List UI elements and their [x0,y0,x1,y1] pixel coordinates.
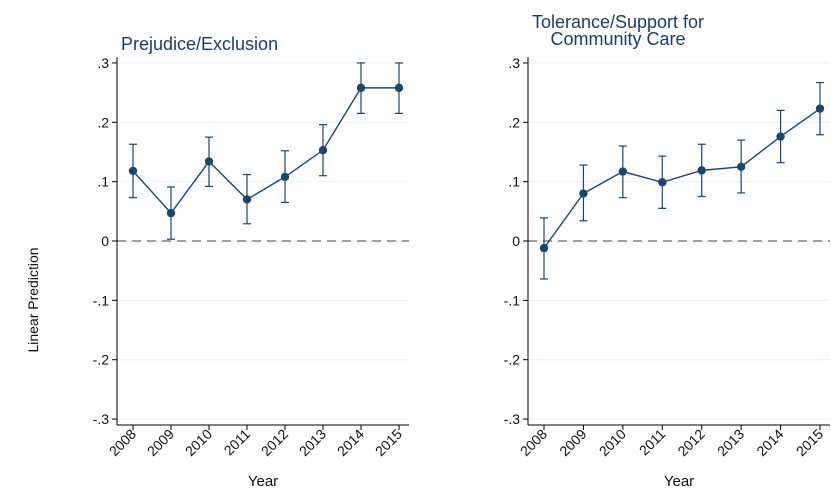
data-point [697,166,706,175]
chart-title: Prejudice/Exclusion [121,34,278,54]
data-point [776,132,785,141]
data-point [356,83,366,93]
x-axis-title: Year [664,473,694,490]
chart-title: Tolerance/Support for Community Care [532,12,704,49]
x-tick-label: 2015 [793,426,826,459]
y-tick-label: 0 [101,233,109,249]
x-tick-label: 2011 [636,426,669,459]
x-tick-label: 2010 [182,426,215,459]
y-tick-label: -.2 [93,352,110,368]
data-point [166,208,176,218]
x-axis-title: Year [248,473,278,490]
x-tick-label: 2010 [596,426,629,459]
data-point [394,83,404,93]
x-tick-label: 2012 [258,426,291,459]
y-tick-label: .3 [508,55,520,71]
x-tick-label: 2014 [334,426,367,459]
x-tick-label: 2008 [517,426,550,459]
y-tick-label: .1 [508,174,520,190]
y-tick-label: .2 [97,114,109,130]
x-tick-label: 2009 [556,426,589,459]
x-tick-label: 2011 [221,426,254,459]
series-line [543,108,821,249]
x-tick-label: 2009 [144,426,177,459]
y-tick-label: -.1 [93,292,110,308]
data-point [280,172,290,182]
chart-title-line: Community Care [550,29,685,49]
x-tick-label: 2014 [753,426,786,459]
data-point [815,104,825,113]
y-tick-label: .1 [97,174,109,190]
y-tick-label: -.1 [504,292,521,308]
x-tick-label: 2015 [372,426,405,459]
data-point [539,243,549,253]
y-tick-label: -.2 [504,352,521,368]
data-point [128,166,138,176]
data-point [318,145,328,155]
y-tick-label: .2 [508,114,520,130]
y-tick-label: -.3 [504,411,521,427]
series-line [132,87,399,215]
data-point [618,167,628,176]
y-tick-label: -.3 [93,411,110,427]
data-point [579,189,588,198]
x-tick-label: 2008 [106,426,139,459]
data-point [242,195,252,204]
x-tick-label: 2013 [714,426,747,459]
chart-title-line: Prejudice/Exclusion [121,34,278,54]
data-point [658,178,667,187]
y-tick-label: .3 [97,55,109,71]
x-tick-label: 2013 [296,426,329,459]
chart-title-line: Tolerance/Support for [532,12,704,32]
data-point [736,162,746,172]
data-point [204,157,214,166]
x-tick-label: 2012 [674,426,707,459]
y-tick-label: 0 [512,233,520,249]
